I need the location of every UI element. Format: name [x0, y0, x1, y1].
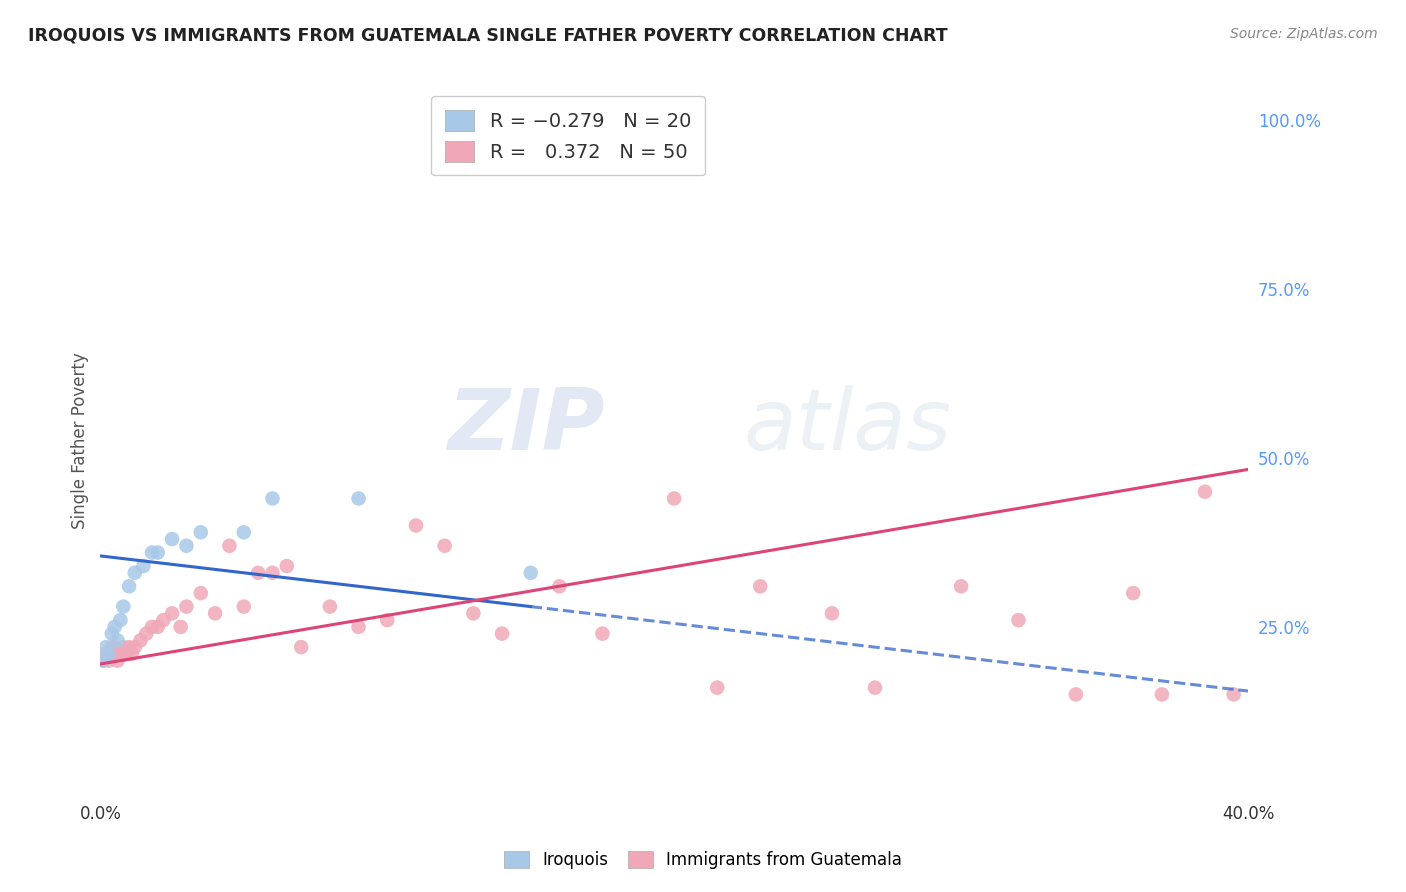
- Point: [110, 647, 132, 661]
- Point: [706, 681, 728, 695]
- Point: [110, 613, 132, 627]
- Point: [262, 566, 284, 580]
- Point: [152, 613, 174, 627]
- Point: [124, 640, 146, 654]
- Point: [347, 491, 370, 506]
- Point: [247, 566, 270, 580]
- Point: [950, 579, 973, 593]
- Legend: R = −0.279   N = 20, R =   0.372   N = 50: R = −0.279 N = 20, R = 0.372 N = 50: [432, 96, 704, 176]
- Point: [491, 626, 513, 640]
- Point: [1150, 687, 1173, 701]
- Point: [104, 647, 127, 661]
- Point: [146, 545, 169, 559]
- Point: [91, 654, 114, 668]
- Point: [170, 620, 193, 634]
- Point: [91, 654, 114, 668]
- Point: [141, 545, 163, 559]
- Point: [1194, 484, 1216, 499]
- Text: Source: ZipAtlas.com: Source: ZipAtlas.com: [1230, 27, 1378, 41]
- Point: [124, 566, 146, 580]
- Point: [176, 539, 198, 553]
- Point: [463, 607, 485, 621]
- Point: [107, 654, 129, 668]
- Point: [101, 640, 124, 654]
- Point: [135, 626, 157, 640]
- Point: [176, 599, 198, 614]
- Point: [132, 559, 155, 574]
- Y-axis label: Single Father Poverty: Single Father Poverty: [72, 352, 89, 530]
- Point: [1222, 687, 1244, 701]
- Point: [519, 566, 541, 580]
- Point: [112, 640, 135, 654]
- Point: [129, 633, 152, 648]
- Point: [104, 640, 127, 654]
- Point: [97, 647, 120, 661]
- Point: [1064, 687, 1087, 701]
- Text: ZIP: ZIP: [447, 385, 606, 468]
- Point: [591, 626, 613, 640]
- Point: [218, 539, 240, 553]
- Point: [347, 620, 370, 634]
- Point: [112, 599, 135, 614]
- Point: [118, 579, 141, 593]
- Point: [290, 640, 312, 654]
- Point: [749, 579, 772, 593]
- Point: [94, 640, 117, 654]
- Point: [146, 620, 169, 634]
- Point: [821, 607, 844, 621]
- Point: [204, 607, 226, 621]
- Point: [433, 539, 456, 553]
- Point: [190, 586, 212, 600]
- Point: [97, 654, 120, 668]
- Point: [319, 599, 342, 614]
- Point: [121, 647, 143, 661]
- Point: [232, 599, 254, 614]
- Point: [262, 491, 284, 506]
- Point: [863, 681, 886, 695]
- Text: atlas: atlas: [742, 385, 950, 468]
- Point: [662, 491, 685, 506]
- Point: [160, 532, 183, 546]
- Point: [94, 647, 117, 661]
- Point: [375, 613, 398, 627]
- Point: [1122, 586, 1144, 600]
- Point: [232, 525, 254, 540]
- Point: [118, 640, 141, 654]
- Legend: Iroquois, Immigrants from Guatemala: Iroquois, Immigrants from Guatemala: [494, 841, 912, 880]
- Point: [405, 518, 427, 533]
- Point: [548, 579, 571, 593]
- Point: [141, 620, 163, 634]
- Point: [1007, 613, 1029, 627]
- Point: [115, 647, 138, 661]
- Point: [101, 626, 124, 640]
- Point: [276, 559, 298, 574]
- Text: IROQUOIS VS IMMIGRANTS FROM GUATEMALA SINGLE FATHER POVERTY CORRELATION CHART: IROQUOIS VS IMMIGRANTS FROM GUATEMALA SI…: [28, 27, 948, 45]
- Point: [104, 620, 127, 634]
- Point: [107, 633, 129, 648]
- Point: [190, 525, 212, 540]
- Point: [160, 607, 183, 621]
